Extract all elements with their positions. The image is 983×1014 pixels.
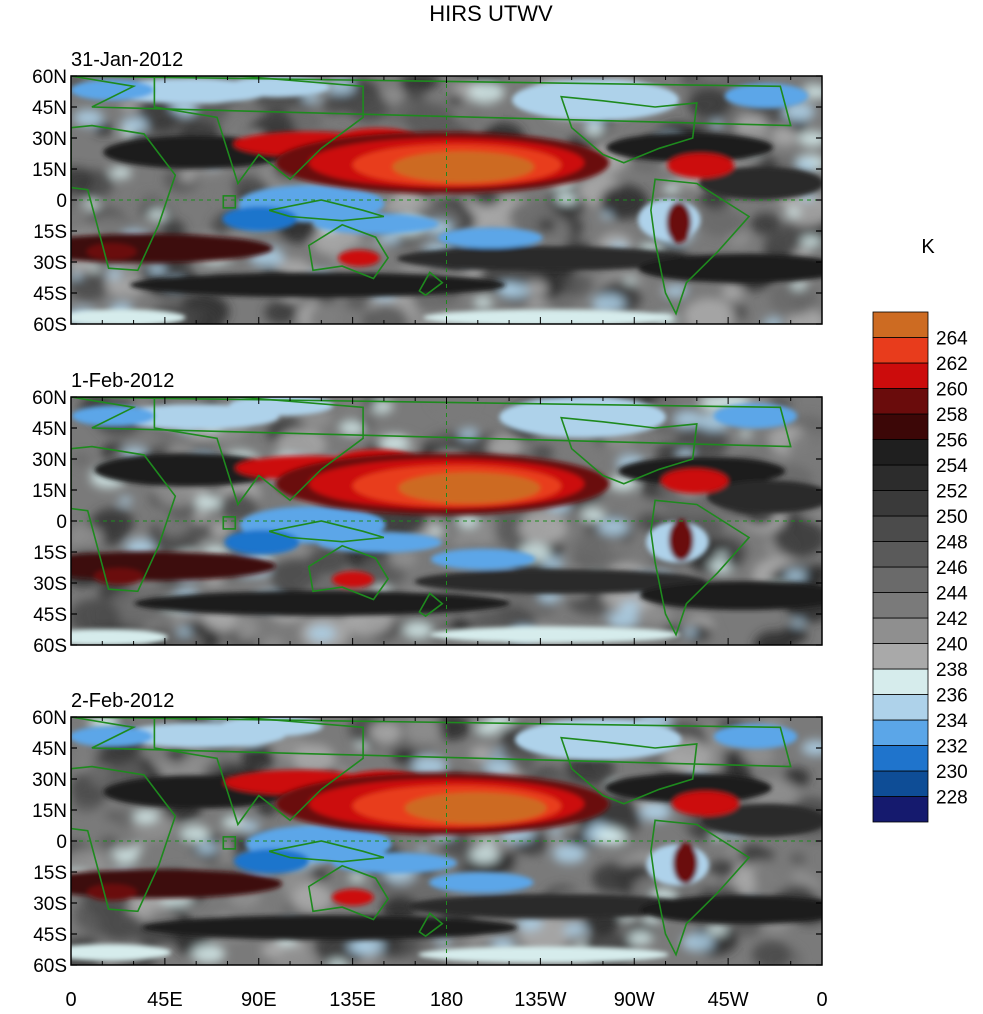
colorbar-level-label: 238 xyxy=(936,660,968,681)
colorbar-swatch xyxy=(872,668,929,695)
panel-date-label: 1-Feb-2012 xyxy=(71,370,174,392)
y-tick-label: 0 xyxy=(56,191,67,212)
colorbar-swatch xyxy=(872,439,929,466)
colorbar-level-label: 244 xyxy=(936,584,968,605)
colorbar-swatch xyxy=(872,413,929,440)
x-tick-label: 45W xyxy=(708,989,749,1011)
colorbar-swatch xyxy=(872,617,929,644)
colorbar-level-label: 230 xyxy=(936,762,968,783)
contour-field xyxy=(71,397,822,645)
y-tick-label: 15N xyxy=(32,160,67,181)
colorbar-swatch xyxy=(872,362,929,389)
colorbar-swatch xyxy=(872,388,929,415)
colorbar-level-label: 260 xyxy=(936,380,968,401)
colorbar-level-label: 236 xyxy=(936,686,968,707)
y-tick-label: 30N xyxy=(32,770,67,791)
y-tick-label: 45N xyxy=(32,98,67,119)
y-tick-label: 60N xyxy=(32,67,67,88)
y-tick-label: 45S xyxy=(33,284,67,305)
colorbar-level-label: 234 xyxy=(936,711,968,732)
x-tick-label: 90E xyxy=(241,989,277,1011)
colorbar-swatch xyxy=(872,515,929,542)
colorbar-level-label: 262 xyxy=(936,354,968,375)
y-tick-label: 0 xyxy=(56,512,67,533)
y-tick-label: 45N xyxy=(32,739,67,760)
colorbar-swatch xyxy=(872,541,929,568)
colorbar-level-label: 258 xyxy=(936,405,968,426)
x-tick-label: 90W xyxy=(614,989,655,1011)
y-tick-label: 45N xyxy=(32,419,67,440)
colorbar-swatch xyxy=(872,566,929,593)
y-tick-label: 60N xyxy=(32,388,67,409)
y-tick-label: 45S xyxy=(33,605,67,626)
colorbar-swatch xyxy=(872,694,929,721)
colorbar-level-label: 250 xyxy=(936,507,968,528)
y-tick-label: 60S xyxy=(33,636,67,657)
colorbar-swatch xyxy=(872,770,929,797)
y-tick-label: 60S xyxy=(33,956,67,977)
colorbar-swatch xyxy=(872,464,929,491)
colorbar-swatch xyxy=(872,796,929,823)
colorbar-swatch xyxy=(872,643,929,670)
contour-field xyxy=(71,717,822,965)
colorbar-swatch xyxy=(872,311,929,338)
y-tick-label: 15N xyxy=(32,481,67,502)
y-tick-label: 45S xyxy=(33,925,67,946)
y-tick-label: 30S xyxy=(33,574,67,595)
y-tick-label: 60N xyxy=(32,708,67,729)
colorbar-swatch xyxy=(872,719,929,746)
colorbar-swatch xyxy=(872,337,929,364)
colorbar-level-label: 264 xyxy=(936,329,968,350)
colorbar-swatch xyxy=(872,490,929,517)
colorbar-swatch xyxy=(872,592,929,619)
y-tick-label: 60S xyxy=(33,315,67,336)
colorbar-level-label: 246 xyxy=(936,558,968,579)
contour-field xyxy=(71,76,822,324)
colorbar-level-label: 252 xyxy=(936,482,968,503)
x-tick-label: 45E xyxy=(147,989,183,1011)
panel-date-label: 31-Jan-2012 xyxy=(71,49,183,71)
colorbar-level-label: 232 xyxy=(936,737,968,758)
colorbar-swatch xyxy=(872,745,929,772)
colorbar-unit-label: K xyxy=(921,236,935,258)
y-tick-label: 30S xyxy=(33,894,67,915)
y-tick-label: 30S xyxy=(33,253,67,274)
y-tick-label: 15S xyxy=(33,222,67,243)
y-tick-label: 15N xyxy=(32,801,67,822)
y-tick-label: 0 xyxy=(56,832,67,853)
colorbar-level-label: 254 xyxy=(936,456,968,477)
y-tick-label: 30N xyxy=(32,129,67,150)
x-tick-label: 0 xyxy=(816,989,827,1011)
x-tick-label: 135W xyxy=(514,989,566,1011)
colorbar: 228 230 232 234 236 238 240 242 244 246 248 250 252 2… xyxy=(872,311,968,823)
y-tick-label: 15S xyxy=(33,863,67,884)
colorbar-level-label: 228 xyxy=(936,788,968,809)
chart-title: HIRS UTWV xyxy=(429,1,553,26)
panel-date-label: 2-Feb-2012 xyxy=(71,690,174,712)
colorbar-level-label: 242 xyxy=(936,609,968,630)
colorbar-level-label: 256 xyxy=(936,431,968,452)
x-tick-label: 0 xyxy=(65,989,76,1011)
colorbar-level-label: 240 xyxy=(936,635,968,656)
colorbar-level-label: 248 xyxy=(936,533,968,554)
x-axis: 0 45E 90E 135E 180 135W 90W 45W 0 xyxy=(65,989,827,1011)
x-tick-label: 135E xyxy=(329,989,376,1011)
y-tick-label: 30N xyxy=(32,450,67,471)
x-tick-label: 180 xyxy=(430,989,463,1011)
y-tick-label: 15S xyxy=(33,543,67,564)
